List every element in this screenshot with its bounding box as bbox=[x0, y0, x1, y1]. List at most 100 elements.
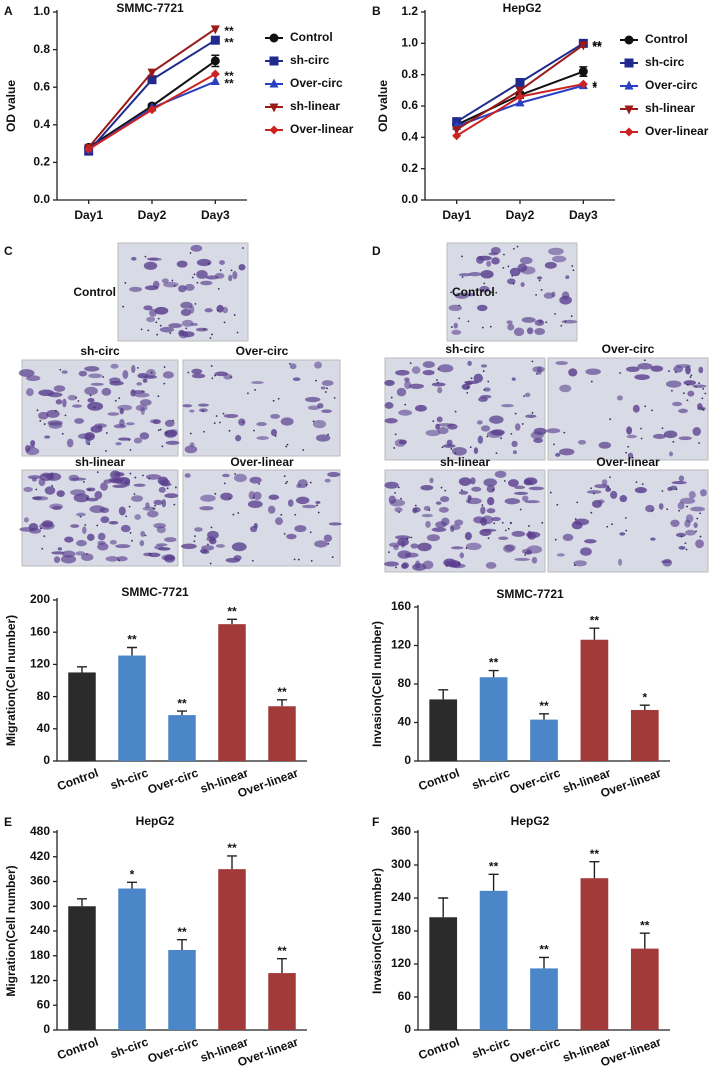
y-tick-label: 0.8 bbox=[401, 67, 418, 81]
cell bbox=[165, 440, 180, 445]
marker bbox=[515, 92, 525, 102]
cell bbox=[543, 292, 555, 299]
cell bbox=[32, 496, 49, 501]
pore bbox=[432, 420, 435, 423]
bar bbox=[530, 968, 558, 1030]
pore bbox=[428, 509, 431, 512]
pore bbox=[43, 535, 46, 538]
cell bbox=[440, 496, 450, 503]
cell bbox=[223, 373, 233, 380]
cell bbox=[454, 519, 464, 526]
pore bbox=[590, 380, 593, 383]
bar bbox=[168, 949, 196, 1030]
cell bbox=[453, 322, 458, 329]
cell bbox=[670, 519, 680, 528]
pore bbox=[521, 423, 524, 425]
cell bbox=[663, 430, 678, 439]
pore bbox=[159, 324, 162, 327]
cell bbox=[51, 551, 65, 555]
pore bbox=[393, 447, 396, 449]
pore bbox=[79, 515, 82, 518]
pore bbox=[609, 418, 612, 421]
cell bbox=[30, 440, 36, 447]
chart-title: SMMC-7721 bbox=[121, 585, 189, 599]
error-bar bbox=[438, 689, 449, 700]
pore bbox=[554, 538, 557, 541]
pore bbox=[280, 513, 283, 516]
bar bbox=[68, 906, 96, 1030]
cell bbox=[253, 522, 258, 529]
cell bbox=[154, 306, 169, 315]
y-tick-label: 300 bbox=[30, 898, 50, 912]
cell bbox=[87, 533, 95, 542]
pore bbox=[682, 392, 685, 395]
cell bbox=[161, 278, 169, 284]
pore bbox=[223, 321, 226, 324]
cell bbox=[222, 306, 228, 314]
panel-letter: B bbox=[372, 4, 381, 18]
cell bbox=[223, 413, 239, 418]
pore bbox=[173, 503, 176, 506]
cell bbox=[538, 319, 543, 324]
cell bbox=[169, 429, 178, 434]
pore bbox=[122, 305, 125, 308]
micrograph bbox=[446, 242, 578, 342]
pore bbox=[211, 377, 214, 380]
pore bbox=[105, 450, 107, 452]
cell bbox=[117, 437, 131, 441]
cell bbox=[625, 366, 640, 373]
pore bbox=[150, 371, 153, 374]
cell bbox=[47, 392, 63, 398]
pore bbox=[185, 327, 188, 330]
pore bbox=[686, 399, 689, 402]
micrograph-label: Control bbox=[73, 285, 116, 299]
pore bbox=[570, 315, 573, 318]
cell bbox=[253, 491, 262, 501]
bar bbox=[630, 709, 659, 761]
y-tick-label: 360 bbox=[391, 824, 411, 838]
pore bbox=[96, 471, 99, 474]
cell bbox=[485, 561, 497, 569]
y-tick-label: 480 bbox=[30, 824, 50, 838]
micrograph-label: Over-circ bbox=[602, 342, 655, 356]
cell bbox=[321, 409, 332, 413]
pore bbox=[286, 480, 288, 483]
error-bar bbox=[77, 666, 87, 673]
cell bbox=[468, 272, 482, 277]
cell bbox=[44, 486, 56, 495]
cell bbox=[684, 519, 691, 528]
pore bbox=[501, 521, 504, 524]
cell bbox=[108, 521, 119, 525]
pore bbox=[251, 559, 254, 562]
pore bbox=[394, 433, 397, 436]
pore bbox=[481, 504, 484, 507]
cell bbox=[480, 506, 486, 515]
cell bbox=[157, 547, 171, 551]
pore bbox=[444, 489, 447, 492]
micrograph-label: sh-linear bbox=[75, 455, 125, 469]
cell bbox=[199, 506, 214, 511]
cell bbox=[161, 554, 175, 561]
pore bbox=[704, 392, 707, 395]
pore bbox=[635, 481, 638, 484]
significance: ** bbox=[590, 847, 600, 861]
pore bbox=[644, 405, 647, 408]
y-axis-label: Migration(Cell number) bbox=[4, 615, 18, 746]
cell bbox=[679, 497, 696, 504]
pore bbox=[216, 309, 219, 312]
pore bbox=[207, 262, 210, 265]
y-tick-label: 80 bbox=[37, 689, 51, 703]
cell bbox=[697, 403, 703, 410]
bar bbox=[429, 917, 458, 1030]
marker bbox=[269, 125, 279, 135]
cell bbox=[84, 365, 100, 372]
cell bbox=[454, 292, 469, 299]
cell bbox=[168, 323, 183, 329]
error-bar bbox=[488, 669, 499, 678]
significance: ** bbox=[277, 944, 287, 958]
y-axis-label: OD value bbox=[376, 80, 390, 132]
pore bbox=[326, 387, 328, 390]
cell bbox=[519, 256, 533, 265]
marker bbox=[269, 103, 279, 113]
cell bbox=[159, 326, 175, 333]
